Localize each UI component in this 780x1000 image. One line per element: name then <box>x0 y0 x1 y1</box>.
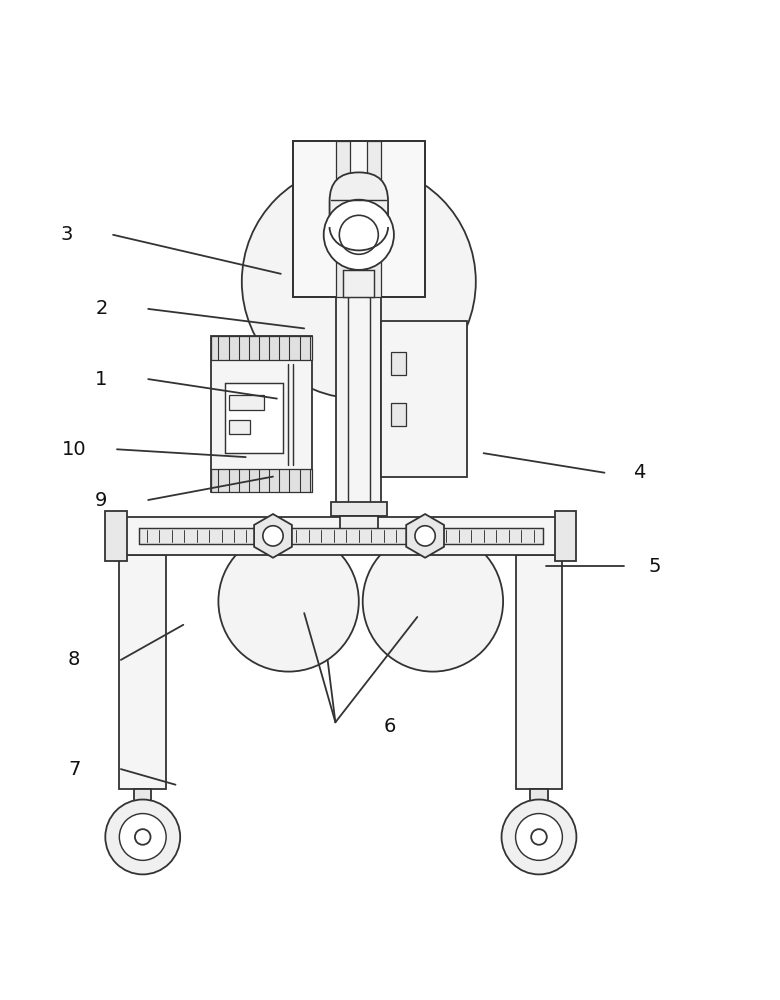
Circle shape <box>502 800 576 874</box>
Circle shape <box>339 215 378 254</box>
Text: 4: 4 <box>633 463 646 482</box>
Text: 9: 9 <box>95 490 108 510</box>
Bar <box>381 321 467 477</box>
Circle shape <box>324 200 394 270</box>
Text: 3: 3 <box>60 225 73 244</box>
Bar <box>134 789 151 820</box>
Circle shape <box>415 526 435 546</box>
Circle shape <box>135 829 151 845</box>
Circle shape <box>363 531 503 672</box>
Bar <box>123 517 558 555</box>
Circle shape <box>105 800 180 874</box>
Bar <box>119 555 166 789</box>
Bar <box>367 141 381 297</box>
Bar <box>229 395 264 410</box>
Circle shape <box>516 814 562 860</box>
Text: 1: 1 <box>95 370 108 389</box>
Bar <box>225 383 283 453</box>
Bar <box>139 528 543 544</box>
Text: 2: 2 <box>95 299 108 318</box>
Bar <box>105 511 127 561</box>
Text: 6: 6 <box>384 717 396 736</box>
Text: 10: 10 <box>62 440 87 459</box>
Circle shape <box>531 829 547 845</box>
Bar <box>340 516 378 535</box>
Bar <box>391 403 406 426</box>
Text: 8: 8 <box>68 650 80 669</box>
Bar <box>229 420 250 434</box>
Text: 7: 7 <box>68 760 80 779</box>
Polygon shape <box>254 514 292 558</box>
Bar <box>331 502 387 516</box>
Polygon shape <box>406 514 444 558</box>
Bar <box>211 469 312 492</box>
Bar <box>292 141 425 297</box>
Circle shape <box>263 526 283 546</box>
Bar <box>211 336 312 492</box>
Bar <box>336 141 350 297</box>
Bar <box>516 555 562 789</box>
Text: 5: 5 <box>649 557 661 576</box>
FancyBboxPatch shape <box>329 172 388 250</box>
Circle shape <box>218 531 359 672</box>
Bar <box>530 789 548 820</box>
Circle shape <box>242 165 476 399</box>
Bar <box>555 511 576 561</box>
Bar <box>391 352 406 375</box>
Bar <box>336 297 381 516</box>
Bar <box>211 336 312 360</box>
Circle shape <box>119 814 166 860</box>
Bar <box>343 270 374 297</box>
